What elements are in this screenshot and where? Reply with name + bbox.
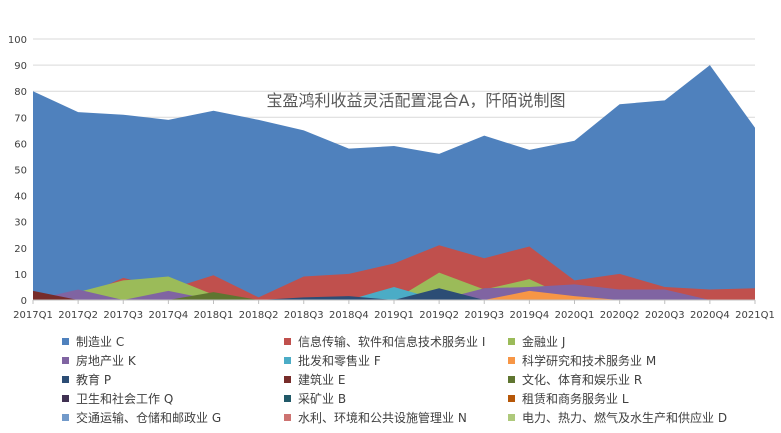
x-tick-label: 2020Q1 bbox=[555, 310, 595, 321]
x-tick-label: 2017Q4 bbox=[149, 310, 189, 321]
x-tick-label: 2020Q3 bbox=[645, 310, 685, 321]
legend-swatch bbox=[62, 357, 69, 364]
legend-item: 制造业 C bbox=[62, 333, 124, 350]
legend-swatch bbox=[508, 338, 515, 345]
legend-label: 建筑业 E bbox=[298, 373, 346, 387]
x-tick-label: 2019Q4 bbox=[510, 310, 550, 321]
legend-item: 教育 P bbox=[62, 371, 111, 388]
legend-label: 信息传输、软件和信息技术服务业 I bbox=[298, 335, 486, 349]
legend-item: 电力、热力、燃气及水生产和供应业 D bbox=[508, 409, 727, 426]
legend-label: 房地产业 K bbox=[76, 354, 136, 368]
chart-title: 宝盈鸿利收益灵活配置混合A，阡陌说制图 bbox=[267, 91, 566, 110]
y-tick-label: 40 bbox=[14, 192, 27, 203]
legend-item: 信息传输、软件和信息技术服务业 I bbox=[284, 333, 485, 350]
area-series-5 bbox=[33, 290, 755, 300]
legend-label: 卫生和社会工作 Q bbox=[76, 392, 174, 406]
area-series-0 bbox=[33, 65, 755, 300]
legend-item: 科学研究和技术服务业 M bbox=[508, 352, 656, 369]
legend-item: 房地产业 K bbox=[62, 352, 136, 369]
x-tick-label: 2018Q2 bbox=[239, 310, 279, 321]
x-tick-label: 2020Q4 bbox=[690, 310, 730, 321]
x-tick-label: 2018Q4 bbox=[329, 310, 369, 321]
legend-label: 科学研究和技术服务业 M bbox=[522, 354, 657, 368]
x-tick-label: 2020Q2 bbox=[600, 310, 640, 321]
y-tick-label: 0 bbox=[21, 296, 27, 307]
legend-item: 金融业 J bbox=[508, 333, 565, 350]
y-tick-label: 80 bbox=[14, 87, 27, 98]
legend-item: 水利、环境和公共设施管理业 N bbox=[284, 409, 467, 426]
x-tick-label: 2017Q2 bbox=[58, 310, 98, 321]
legend-swatch bbox=[62, 376, 69, 383]
legend-item: 卫生和社会工作 Q bbox=[62, 390, 173, 407]
legend-label: 文化、体育和娱乐业 R bbox=[522, 373, 643, 387]
legend-label: 制造业 C bbox=[76, 335, 125, 349]
y-tick-label: 30 bbox=[14, 218, 27, 229]
y-tick-label: 50 bbox=[14, 166, 27, 177]
legend-label: 交通运输、仓储和邮政业 G bbox=[76, 411, 222, 425]
y-tick-label: 20 bbox=[14, 244, 27, 255]
legend-item: 文化、体育和娱乐业 R bbox=[508, 371, 642, 388]
legend-item: 建筑业 E bbox=[284, 371, 345, 388]
legend-item: 租赁和商务服务业 L bbox=[508, 390, 629, 407]
x-tick-label: 2018Q3 bbox=[284, 310, 324, 321]
x-tick-label: 2017Q3 bbox=[103, 310, 143, 321]
legend-swatch bbox=[62, 395, 69, 402]
legend-swatch bbox=[508, 414, 515, 421]
legend-item: 交通运输、仓储和邮政业 G bbox=[62, 409, 221, 426]
legend-label: 采矿业 B bbox=[298, 392, 347, 406]
legend-swatch bbox=[284, 395, 291, 402]
legend-swatch bbox=[284, 338, 291, 345]
legend-swatch bbox=[508, 395, 515, 402]
y-tick-label: 60 bbox=[14, 139, 27, 150]
area-series-8 bbox=[33, 292, 755, 300]
y-tick-label: 90 bbox=[14, 61, 27, 72]
area-series-4 bbox=[33, 286, 755, 300]
x-tick-label: 2017Q1 bbox=[13, 310, 53, 321]
x-tick-label: 2021Q1 bbox=[735, 310, 775, 321]
legend-swatch bbox=[284, 357, 291, 364]
legend-swatch bbox=[62, 338, 69, 345]
legend-label: 租赁和商务服务业 L bbox=[522, 392, 629, 406]
y-tick-label: 100 bbox=[8, 35, 27, 46]
legend-swatch bbox=[62, 414, 69, 421]
x-tick-label: 2018Q1 bbox=[194, 310, 234, 321]
y-tick-label: 70 bbox=[14, 113, 27, 124]
legend-swatch bbox=[284, 376, 291, 383]
legend-label: 金融业 J bbox=[522, 335, 566, 349]
y-tick-label: 10 bbox=[14, 270, 27, 281]
legend-label: 水利、环境和公共设施管理业 N bbox=[298, 411, 467, 425]
x-tick-label: 2019Q1 bbox=[374, 310, 414, 321]
legend-swatch bbox=[508, 357, 515, 364]
legend-label: 批发和零售业 F bbox=[298, 354, 381, 368]
legend-swatch bbox=[508, 376, 515, 383]
legend-item: 批发和零售业 F bbox=[284, 352, 381, 369]
x-tick-label: 2019Q2 bbox=[419, 310, 459, 321]
legend-swatch bbox=[284, 414, 291, 421]
legend-label: 教育 P bbox=[76, 373, 112, 387]
x-tick-label: 2019Q3 bbox=[464, 310, 504, 321]
legend-item: 采矿业 B bbox=[284, 390, 346, 407]
legend-label: 电力、热力、燃气及水生产和供应业 D bbox=[522, 411, 728, 425]
